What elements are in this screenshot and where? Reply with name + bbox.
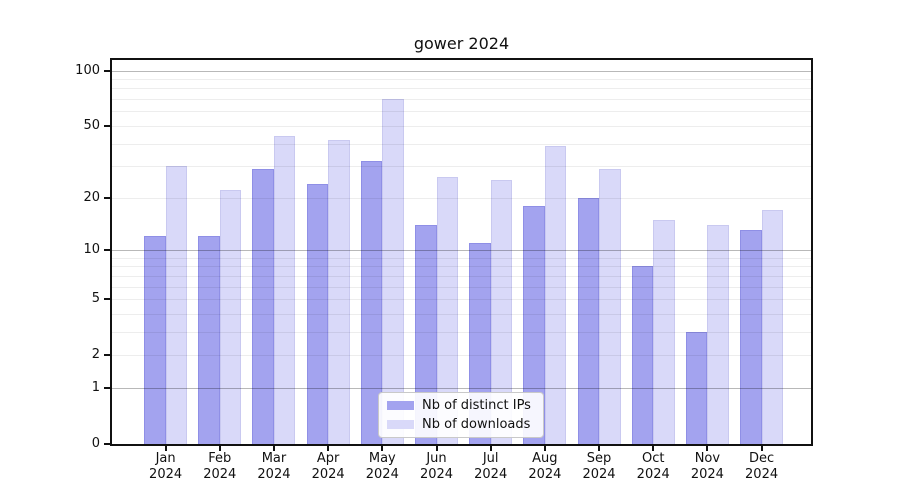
x-tick-label: Jul 2024	[474, 451, 508, 482]
bar-downloads	[761, 210, 784, 444]
bar-distinct-ips	[306, 183, 329, 444]
x-tick-label: Aug 2024	[528, 451, 562, 482]
y-tick-label: 100	[75, 62, 100, 78]
x-tick-mark	[652, 446, 655, 451]
bars-layer	[112, 60, 811, 444]
bar-downloads	[599, 168, 621, 444]
legend-label-downloads: Nb of downloads	[422, 416, 531, 432]
y-gridline-minor	[112, 331, 811, 333]
bar-distinct-ips	[415, 224, 437, 444]
y-gridline-minor	[112, 111, 811, 113]
bar-distinct-ips	[523, 205, 545, 444]
x-tick-mark	[218, 446, 221, 451]
bar-downloads	[328, 139, 350, 444]
y-tick-mark	[104, 124, 110, 127]
y-tick-mark	[104, 443, 110, 445]
y-tick-mark	[104, 196, 110, 199]
x-tick-label: Apr 2024	[311, 451, 345, 482]
y-tick-label: 10	[83, 241, 100, 257]
y-gridline-major	[112, 387, 811, 389]
y-tick-mark	[104, 69, 110, 72]
y-gridline-minor	[112, 355, 811, 357]
y-tick-mark	[104, 248, 110, 251]
y-gridline-minor	[112, 286, 811, 288]
y-gridline-minor	[112, 79, 811, 81]
x-tick-label: Nov 2024	[690, 451, 724, 482]
x-tick-mark	[760, 446, 763, 451]
bar-downloads	[653, 219, 675, 444]
legend-item: Nb of downloads	[387, 417, 535, 432]
y-gridline-minor	[112, 257, 811, 259]
y-tick-label: 1	[91, 379, 100, 395]
x-tick-mark	[381, 446, 384, 451]
y-tick-mark	[104, 386, 110, 389]
bar-distinct-ips	[577, 197, 600, 444]
y-tick-label: 0	[91, 436, 100, 451]
plot-area	[112, 60, 811, 444]
x-tick-label: Jan 2024	[149, 451, 183, 482]
bar-distinct-ips	[360, 161, 383, 444]
y-gridline-minor	[112, 99, 811, 101]
y-gridline-minor	[112, 266, 811, 268]
grid-layer	[112, 60, 811, 444]
x-tick-mark	[489, 446, 492, 451]
y-gridline-minor	[112, 299, 811, 301]
y-gridline-minor	[112, 275, 811, 277]
bar-downloads	[436, 177, 458, 444]
x-tick-mark	[706, 446, 709, 451]
bar-downloads	[382, 99, 404, 444]
legend: Nb of distinct IPs Nb of downloads	[378, 392, 544, 438]
bar-distinct-ips	[740, 230, 762, 444]
legend-label-distinct-ips: Nb of distinct IPs	[422, 397, 531, 413]
x-tick-mark	[598, 446, 601, 451]
x-tick-mark	[164, 446, 167, 451]
x-tick-mark	[435, 446, 438, 451]
y-gridline-minor	[112, 197, 811, 199]
legend-item: Nb of distinct IPs	[387, 398, 535, 413]
legend-swatch-downloads	[387, 419, 414, 429]
y-tick-mark	[104, 354, 110, 357]
y-gridline-minor	[112, 313, 811, 315]
y-tick-label: 50	[83, 117, 100, 133]
bar-downloads	[707, 224, 729, 444]
bar-downloads	[490, 180, 513, 444]
bar-downloads	[544, 145, 567, 444]
bar-distinct-ips	[685, 331, 708, 444]
bar-downloads	[273, 136, 296, 444]
x-tick-mark	[327, 446, 330, 451]
y-gridline-minor	[112, 166, 811, 168]
bar-distinct-ips	[198, 236, 220, 444]
y-tick-label: 5	[91, 291, 100, 307]
legend-swatch-distinct-ips	[387, 400, 414, 410]
x-tick-label: Mar 2024	[257, 451, 291, 482]
bar-distinct-ips	[144, 236, 166, 444]
bar-downloads	[165, 166, 188, 444]
bar-downloads	[219, 190, 242, 444]
y-tick-label: 2	[91, 347, 100, 363]
x-tick-label: Sep 2024	[582, 451, 616, 482]
x-tick-mark	[272, 446, 275, 451]
x-tick-mark	[543, 446, 546, 451]
y-tick-mark	[104, 298, 110, 301]
y-gridline-minor	[112, 88, 811, 90]
x-tick-label: Jun 2024	[419, 451, 454, 482]
y-gridline-minor	[112, 125, 811, 127]
x-tick-label: Dec 2024	[745, 451, 779, 482]
x-tick-label: Oct 2024	[636, 451, 670, 482]
bar-distinct-ips	[252, 168, 274, 444]
x-tick-label: Feb 2024	[203, 451, 237, 482]
y-gridline-minor	[112, 143, 811, 145]
y-tick-label: 20	[83, 189, 100, 205]
y-gridline-major	[112, 249, 811, 251]
chart-title: gower 2024	[413, 34, 510, 53]
x-tick-label: May 2024	[365, 451, 399, 482]
bar-distinct-ips	[631, 266, 654, 444]
y-gridline-major	[112, 70, 811, 72]
